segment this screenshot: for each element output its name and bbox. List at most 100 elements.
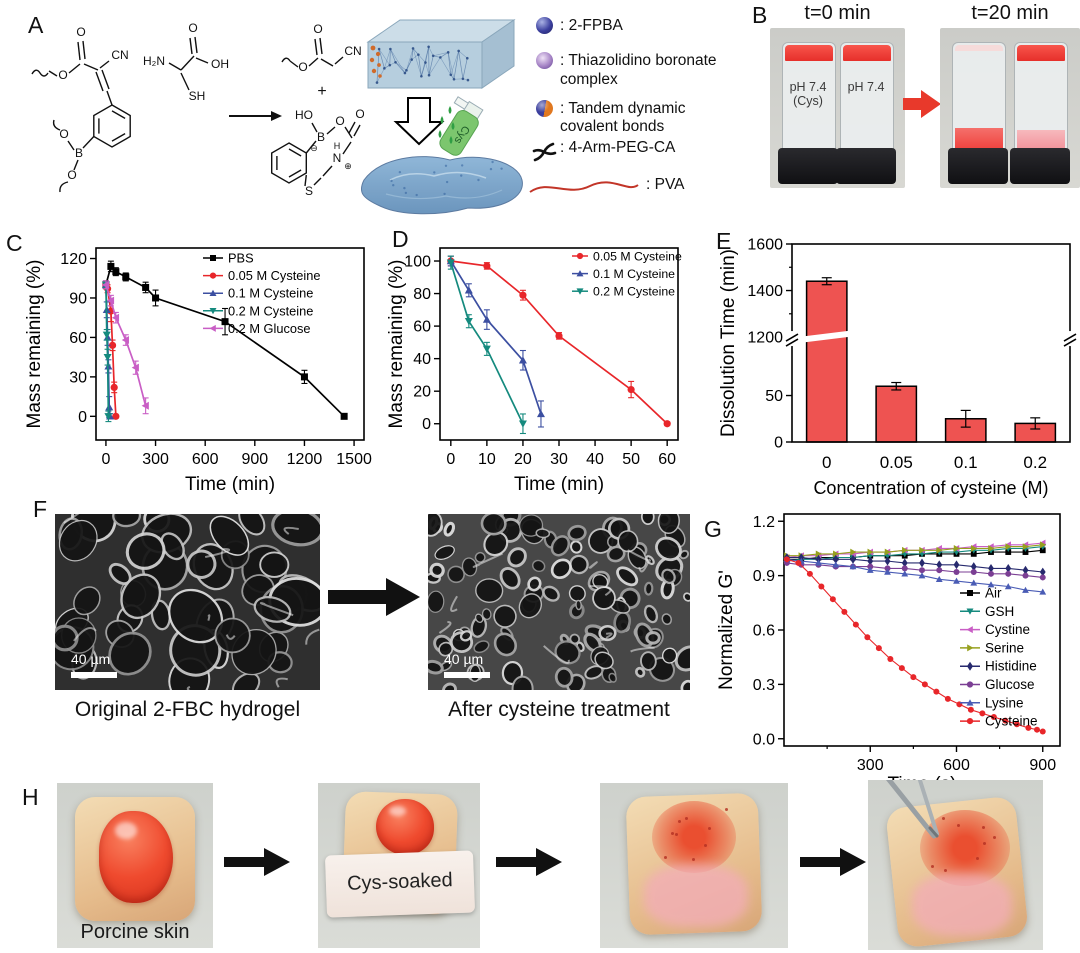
- sem-caption-left: Original 2-FBC hydrogel: [74, 698, 301, 721]
- svg-text:900: 900: [1029, 757, 1056, 774]
- photo-caption: Porcine skin: [80, 921, 190, 943]
- black-arrow-icon: [496, 848, 562, 876]
- legend-item-tandem: : Tandem dynamic covalent bonds: [528, 99, 766, 137]
- thiazolidino-sphere-icon: [528, 51, 560, 70]
- svg-text:120: 120: [60, 251, 87, 268]
- svg-text:0.6: 0.6: [753, 623, 775, 640]
- panel-h-label: H: [22, 784, 39, 810]
- svg-text:⊕: ⊕: [344, 161, 352, 171]
- svg-text:CN: CN: [111, 48, 128, 62]
- normalized-g-chart: 300 600 900 0.0 0.3 0.6 0.9 1.2 Air GSH Cystine Ser…: [716, 513, 1061, 794]
- svg-text:1400: 1400: [747, 283, 783, 300]
- series-0.2 M Cysteine: [101, 281, 113, 423]
- svg-text:20: 20: [413, 384, 431, 401]
- timepoint-0-title: t=0 min: [804, 2, 871, 24]
- svg-text:0.2 M Cysteine: 0.2 M Cysteine: [228, 303, 313, 318]
- svg-text:Air: Air: [985, 586, 1002, 601]
- bar-0.05: [875, 385, 918, 443]
- svg-text:600: 600: [192, 451, 219, 468]
- legend-label: : Tandem dynamic covalent bonds: [560, 99, 686, 136]
- vial-control: pH 7.4: [836, 42, 896, 188]
- bar-0: [805, 280, 848, 443]
- fpba-sphere-icon: [528, 16, 560, 34]
- svg-text:HO: HO: [295, 108, 313, 122]
- scalebar-label: 40 µm: [444, 651, 483, 667]
- svg-text:OH: OH: [211, 57, 229, 71]
- svg-text:0.1: 0.1: [954, 453, 978, 472]
- svg-text:0.2 M Glucose: 0.2 M Glucose: [228, 321, 311, 336]
- svg-text:20: 20: [514, 451, 532, 468]
- series-0.2 M Cysteine: [446, 255, 527, 435]
- reaction-arrow: [229, 111, 282, 121]
- panel-f-label: F: [33, 496, 48, 522]
- series-Histidine: [783, 553, 1046, 577]
- sem-image-original: 40 µm: [55, 514, 320, 690]
- vial-control-intact: [1010, 42, 1070, 188]
- spray-bottle-icon: Cys: [439, 96, 484, 156]
- hydrogel-cartoon: Cys: [360, 19, 523, 215]
- svg-text:B: B: [317, 130, 325, 144]
- dissolved-gel: [360, 156, 523, 215]
- svg-text:30: 30: [550, 451, 568, 468]
- series-Cysteine: [783, 556, 1046, 735]
- svg-text:O: O: [76, 25, 85, 39]
- svg-text:60: 60: [413, 319, 431, 336]
- atom-labels: O O CN B O O H₂N O OH SH O O CN + HO B ⊖…: [58, 21, 364, 198]
- reaction-scheme: O O CN B O O H₂N O OH SH O O CN + HO B ⊖…: [31, 21, 364, 198]
- svg-text:0.1 M Cysteine: 0.1 M Cysteine: [593, 267, 675, 281]
- dissolving-blob: [652, 801, 736, 873]
- scalebar-label: 40 µm: [71, 651, 110, 667]
- panel-c-label: C: [6, 230, 23, 256]
- series-0.1 M Cysteine: [446, 255, 545, 428]
- svg-text:O: O: [335, 114, 344, 128]
- porcine-skin-photo-3: [600, 783, 788, 948]
- svg-text:0: 0: [446, 451, 455, 468]
- series-0.05 M Cysteine: [447, 255, 671, 428]
- svg-text:10: 10: [478, 451, 496, 468]
- svg-text:50: 50: [622, 451, 640, 468]
- legend-item-4armpeg: : 4-Arm-PEG-CA: [528, 138, 766, 165]
- svg-text:30: 30: [69, 369, 87, 386]
- panel-a-label: A: [28, 12, 44, 38]
- svg-text:0: 0: [822, 453, 831, 472]
- panel-e-label: E: [716, 228, 732, 254]
- scalebar: [71, 672, 117, 678]
- legend-item-pva: : PVA: [528, 175, 766, 202]
- tweezers-icon: [885, 780, 939, 839]
- sem-image-treated: 40 µm: [428, 514, 690, 690]
- four-arm-peg-icon: [528, 138, 560, 165]
- svg-text:Serine: Serine: [985, 640, 1024, 655]
- legend-label: : 2-FPBA: [560, 17, 623, 34]
- residual-film: [955, 45, 1003, 51]
- black-arrow-icon: [328, 578, 420, 616]
- svg-text:1500: 1500: [336, 451, 372, 468]
- legend-label: : PVA: [646, 176, 685, 194]
- svg-text:1.2: 1.2: [753, 514, 775, 531]
- hydrogel-blob: [376, 799, 434, 855]
- timepoint-20-title: t=20 min: [971, 2, 1049, 24]
- sem-caption-right: After cysteine treatment: [448, 698, 670, 721]
- svg-text:40: 40: [413, 351, 431, 368]
- legend-item-2fpba: : 2-FPBA: [528, 16, 766, 35]
- vial-label: (Cys): [793, 94, 823, 108]
- svg-text:80: 80: [413, 286, 431, 303]
- svg-text:Lysine: Lysine: [985, 695, 1024, 710]
- svg-text:Time (min): Time (min): [185, 474, 275, 495]
- svg-text:S: S: [305, 184, 313, 198]
- svg-text:0.2: 0.2: [1023, 453, 1047, 472]
- svg-text:Normalized G': Normalized G': [716, 570, 737, 690]
- vial-cap: [778, 148, 838, 184]
- legend-item-thiazolidino: : Thiazolidino boronate complex: [528, 51, 766, 89]
- down-arrow-icon: [393, 97, 445, 146]
- svg-text:0.1 M Cysteine: 0.1 M Cysteine: [228, 286, 313, 301]
- series-PBS: [102, 260, 348, 420]
- pink-dissolved-area: [644, 865, 748, 927]
- svg-text:50: 50: [765, 388, 783, 405]
- svg-text:Cysteine: Cysteine: [985, 714, 1038, 729]
- svg-text:90: 90: [69, 290, 87, 307]
- svg-text:PBS: PBS: [228, 251, 254, 266]
- svg-text:O: O: [188, 21, 197, 35]
- black-arrow-icon: [800, 848, 866, 876]
- svg-text:0.3: 0.3: [753, 677, 775, 694]
